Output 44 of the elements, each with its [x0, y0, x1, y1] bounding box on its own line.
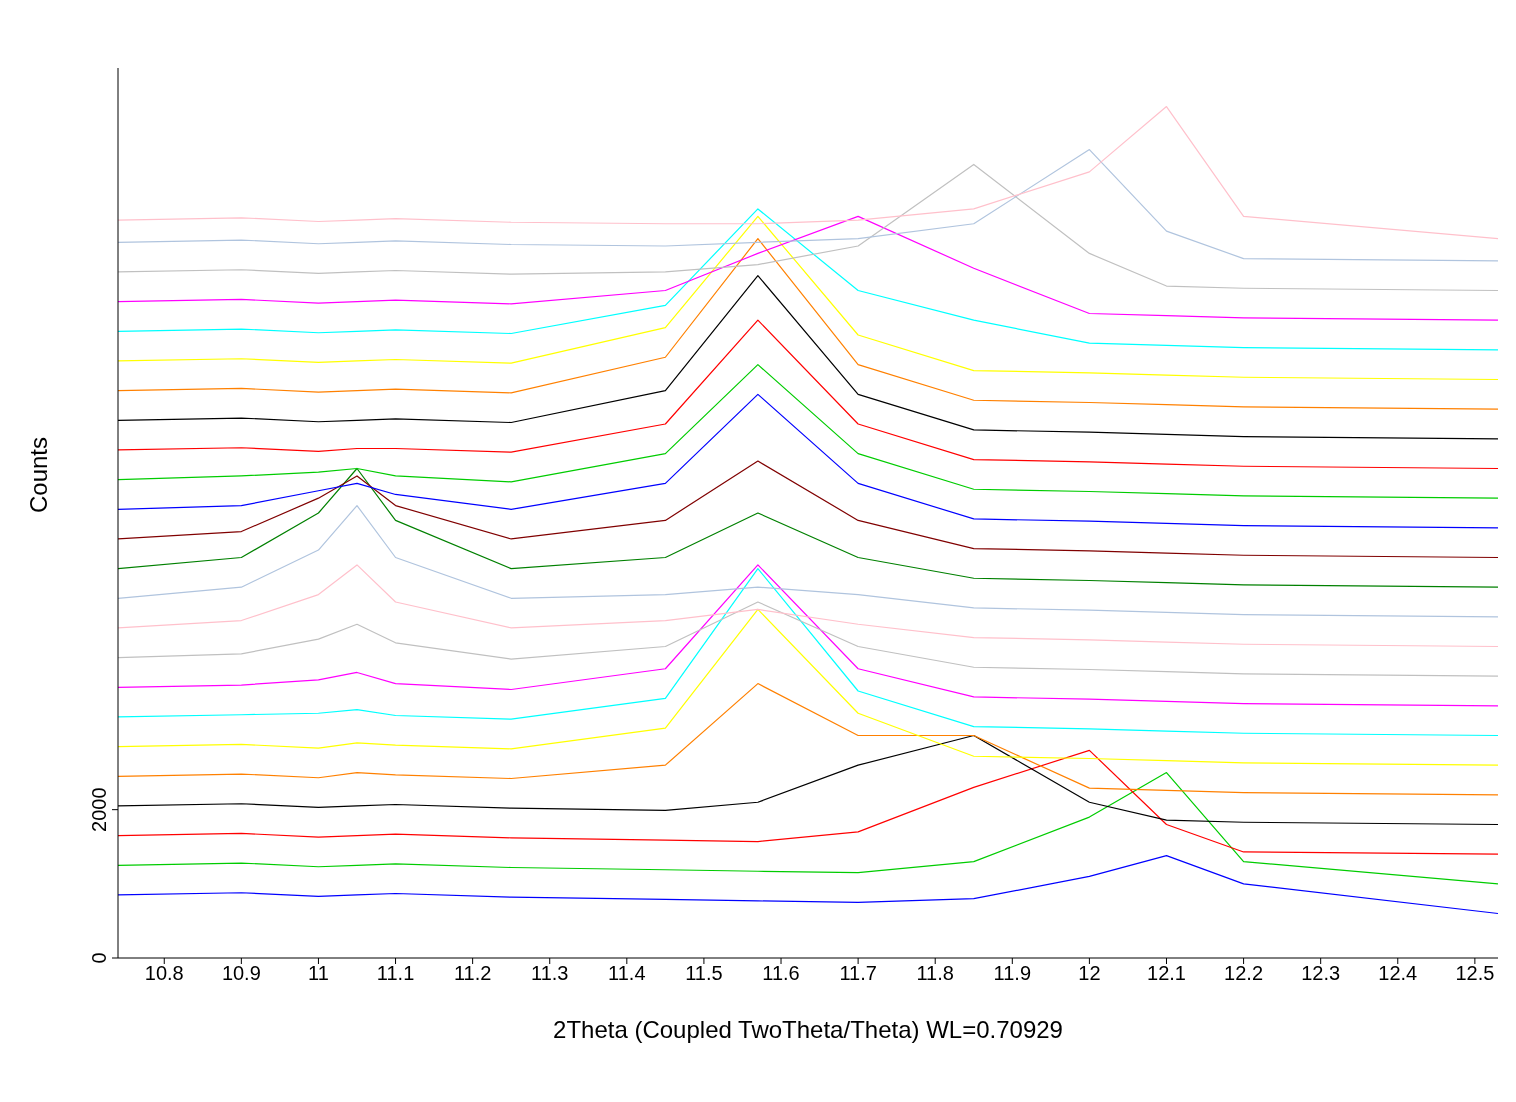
line-series — [118, 608, 1498, 766]
y-tick-label: 2000 — [88, 787, 110, 832]
x-tick-label: 11.2 — [453, 962, 492, 985]
line-series — [118, 564, 1498, 648]
x-tick-label: 12 — [1078, 962, 1101, 985]
line-series — [118, 105, 1498, 240]
x-tick-label: 11.3 — [531, 962, 569, 985]
x-tick-label: 12.1 — [1147, 962, 1186, 985]
line-series — [118, 364, 1498, 499]
line-series — [118, 749, 1498, 855]
line-series — [118, 393, 1498, 529]
line-series — [118, 855, 1498, 915]
line-series — [118, 568, 1498, 737]
line-series — [118, 564, 1498, 707]
x-tick-label: 11.7 — [839, 962, 877, 985]
line-series — [118, 460, 1498, 559]
line-series — [118, 215, 1498, 321]
x-axis-title: 2Theta (Coupled TwoTheta/Theta) WL=0.70929 — [553, 1016, 1063, 1043]
x-tick-label: 12.4 — [1378, 962, 1418, 985]
line-series — [118, 163, 1498, 292]
line-series — [118, 601, 1498, 677]
x-tick-label: 10.9 — [221, 962, 261, 985]
line-series — [118, 504, 1498, 618]
x-tick-label: 11.6 — [762, 962, 800, 985]
x-tick-label: 11.5 — [685, 962, 723, 985]
x-tick-label: 12.2 — [1224, 962, 1264, 985]
line-series — [118, 237, 1498, 410]
line-series — [118, 467, 1498, 588]
x-tick-label: 12.3 — [1301, 962, 1341, 985]
x-tick-label: 11.4 — [608, 962, 646, 985]
line-series — [118, 682, 1498, 796]
x-tick-label: 10.8 — [144, 962, 184, 985]
line-series — [118, 215, 1498, 381]
x-tick-label: 11.1 — [376, 962, 415, 985]
x-tick-label: 12.5 — [1455, 962, 1495, 985]
y-tick-label: 0 — [88, 952, 110, 964]
line-series — [118, 319, 1498, 470]
x-tick-label: 11.8 — [916, 962, 954, 985]
y-axis-title: Counts — [24, 436, 52, 513]
line-series — [118, 208, 1498, 351]
line-series — [118, 771, 1498, 885]
line-series — [118, 148, 1498, 262]
x-tick-label: 11 — [308, 962, 329, 985]
x-tick-label: 11.9 — [993, 962, 1032, 985]
